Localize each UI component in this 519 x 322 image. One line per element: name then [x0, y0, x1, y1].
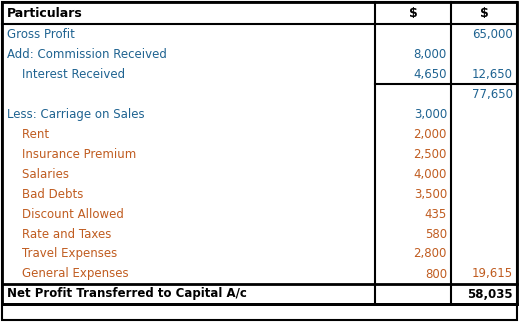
- Text: 12,650: 12,650: [472, 68, 513, 80]
- Text: Rent: Rent: [7, 128, 49, 140]
- Text: Bad Debts: Bad Debts: [7, 187, 84, 201]
- Text: $: $: [408, 6, 417, 20]
- Text: 580: 580: [425, 228, 447, 241]
- Text: 2,000: 2,000: [414, 128, 447, 140]
- Text: Less: Carriage on Sales: Less: Carriage on Sales: [7, 108, 145, 120]
- Text: $: $: [480, 6, 488, 20]
- Text: Net Profit Transferred to Capital A/c: Net Profit Transferred to Capital A/c: [7, 288, 247, 300]
- Text: 65,000: 65,000: [472, 27, 513, 41]
- Text: General Expenses: General Expenses: [7, 268, 129, 280]
- Text: 800: 800: [425, 268, 447, 280]
- Text: Rate and Taxes: Rate and Taxes: [7, 228, 112, 241]
- Text: 2,500: 2,500: [414, 147, 447, 160]
- Text: Salaries: Salaries: [7, 167, 69, 181]
- Text: 4,650: 4,650: [414, 68, 447, 80]
- Text: 3,500: 3,500: [414, 187, 447, 201]
- Text: Gross Profit: Gross Profit: [7, 27, 75, 41]
- Text: 435: 435: [425, 207, 447, 221]
- Text: Add: Commission Received: Add: Commission Received: [7, 48, 167, 61]
- Text: Interest Received: Interest Received: [7, 68, 125, 80]
- Text: 4,000: 4,000: [414, 167, 447, 181]
- Text: 19,615: 19,615: [472, 268, 513, 280]
- Text: 8,000: 8,000: [414, 48, 447, 61]
- Text: Particulars: Particulars: [7, 6, 83, 20]
- Text: 2,800: 2,800: [414, 248, 447, 260]
- Text: Insurance Premium: Insurance Premium: [7, 147, 136, 160]
- Text: 77,650: 77,650: [472, 88, 513, 100]
- Text: Discount Allowed: Discount Allowed: [7, 207, 124, 221]
- Text: 3,000: 3,000: [414, 108, 447, 120]
- Text: Travel Expenses: Travel Expenses: [7, 248, 117, 260]
- Text: 58,035: 58,035: [468, 288, 513, 300]
